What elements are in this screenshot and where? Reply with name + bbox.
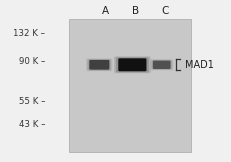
Text: MAD1: MAD1 [185,60,214,70]
Text: C: C [161,6,169,16]
FancyBboxPatch shape [114,56,151,73]
FancyBboxPatch shape [118,58,146,71]
Text: 43 K –: 43 K – [18,120,45,129]
FancyBboxPatch shape [89,60,109,70]
Text: 132 K –: 132 K – [13,29,45,38]
Text: B: B [132,6,139,16]
FancyBboxPatch shape [150,59,173,70]
Text: 90 K –: 90 K – [19,57,45,66]
FancyBboxPatch shape [151,60,172,70]
FancyBboxPatch shape [69,19,191,152]
Text: 55 K –: 55 K – [18,97,45,106]
FancyBboxPatch shape [116,57,149,72]
FancyBboxPatch shape [86,58,112,71]
Text: A: A [102,6,109,16]
FancyBboxPatch shape [88,59,111,71]
FancyBboxPatch shape [153,61,170,69]
